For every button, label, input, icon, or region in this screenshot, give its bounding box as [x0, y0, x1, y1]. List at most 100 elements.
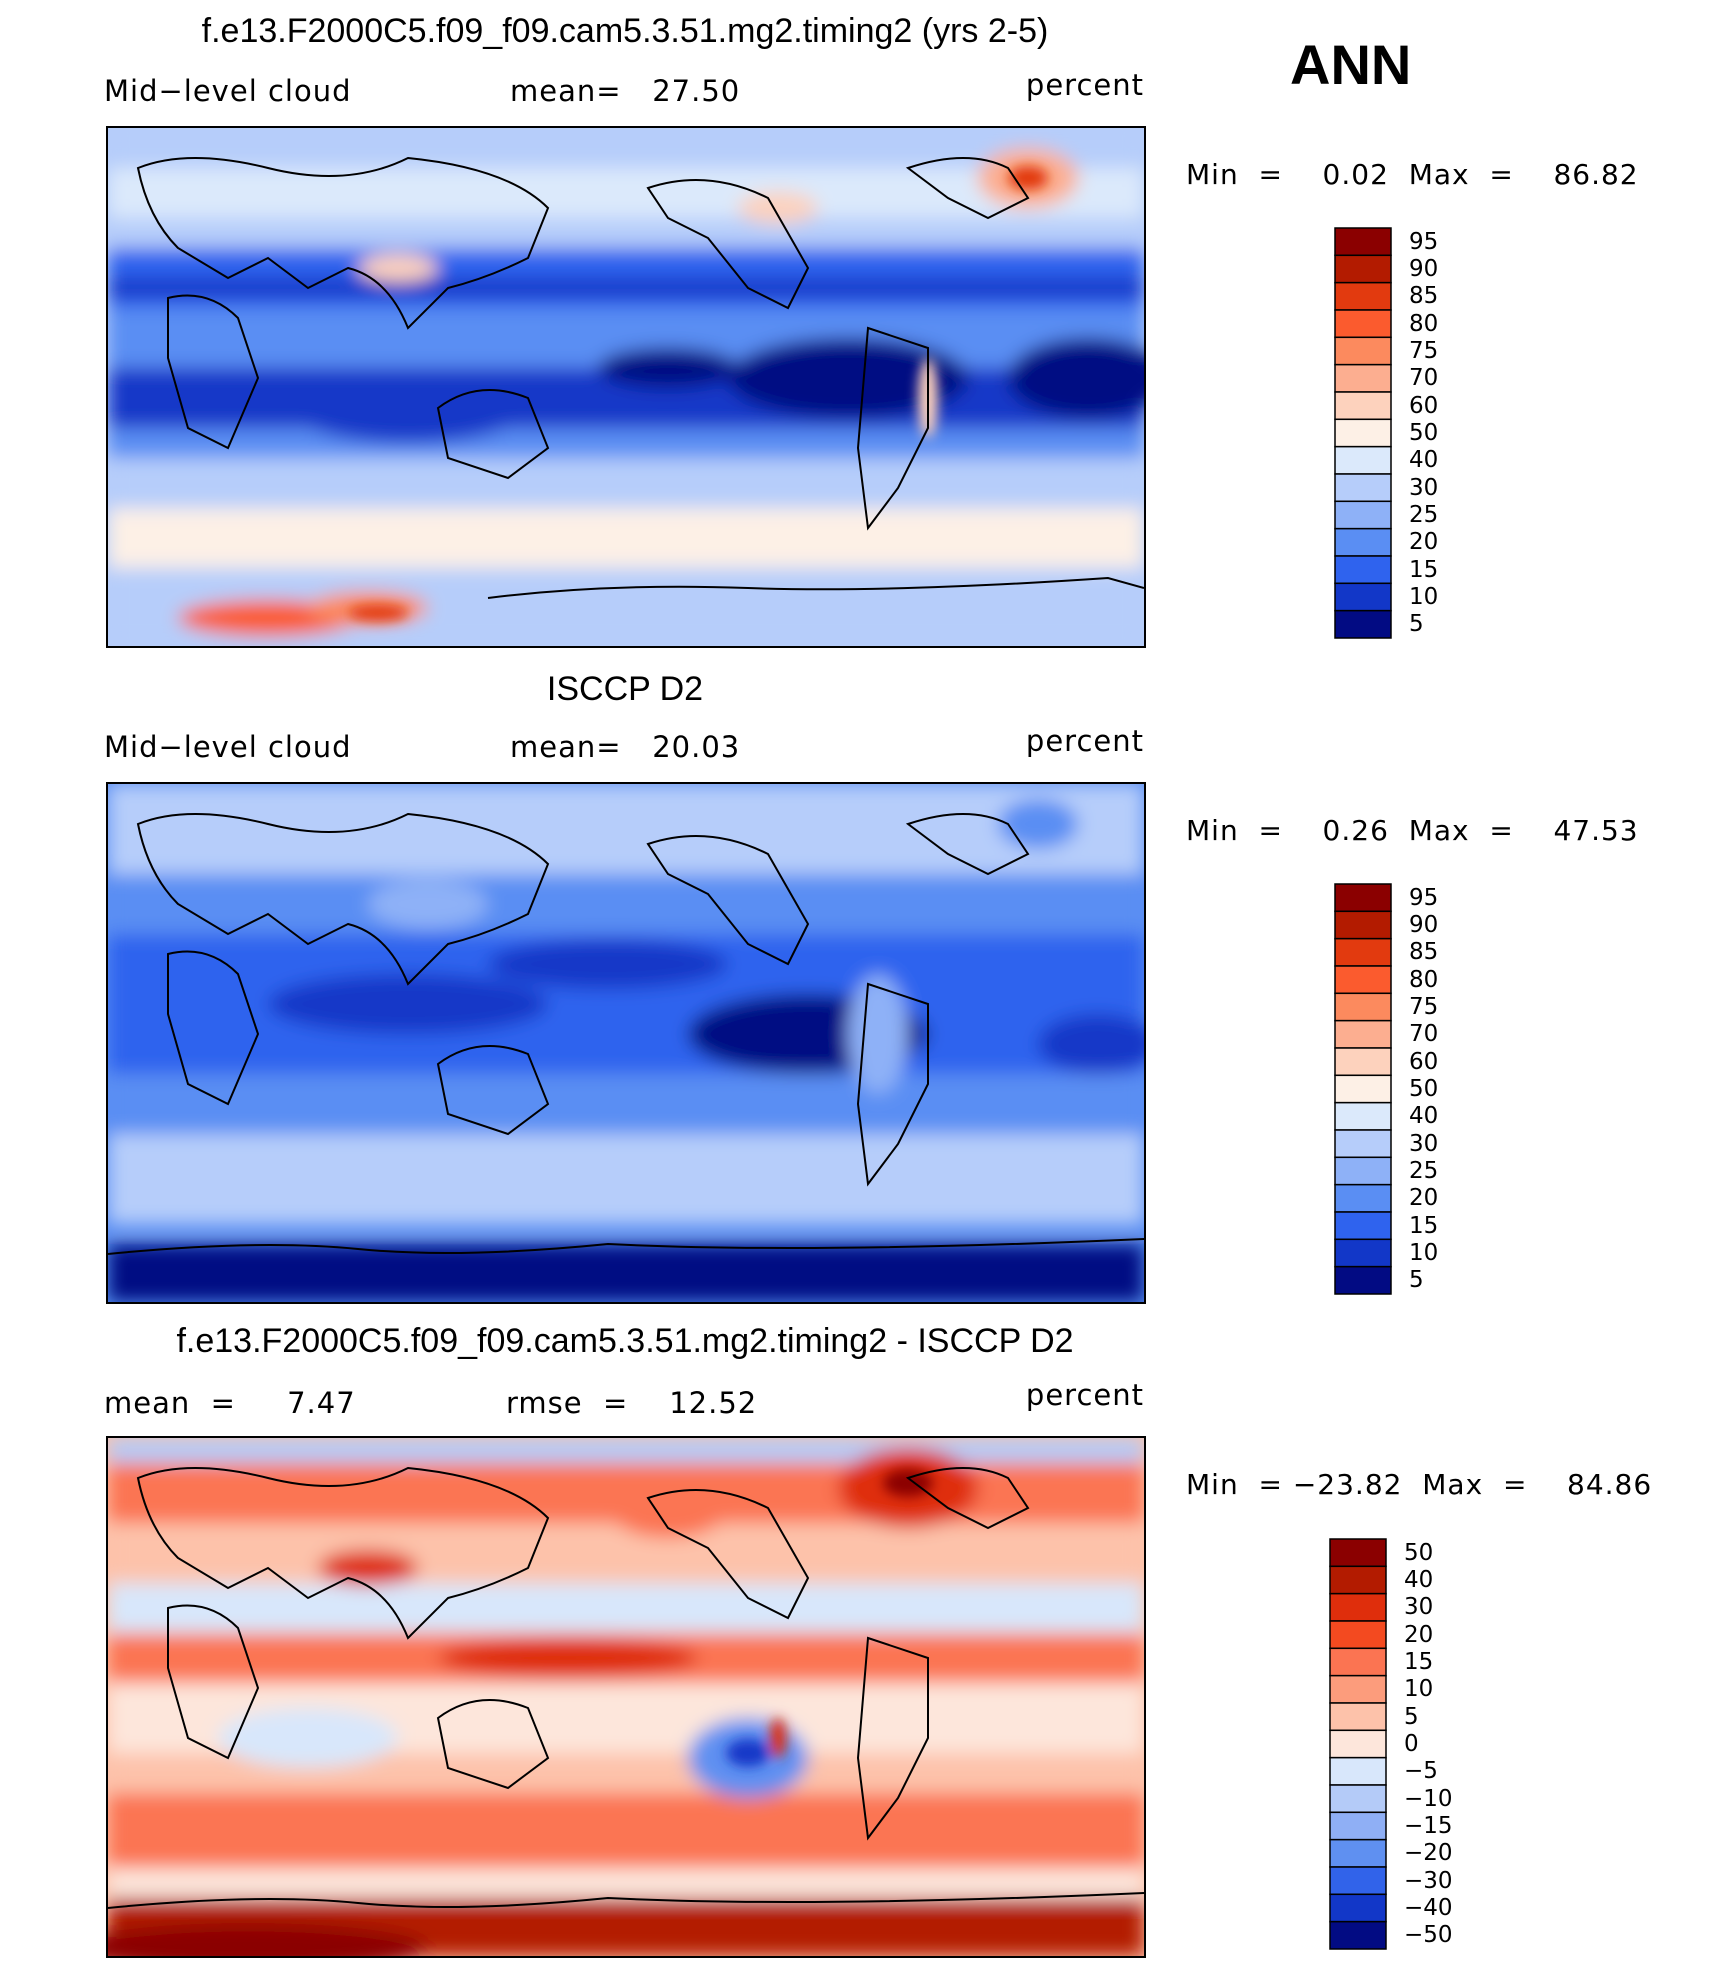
colorbar-1-box-12	[1334, 555, 1392, 585]
colorbar-2-box-11	[1334, 1183, 1392, 1213]
panel-3-field	[108, 1438, 1144, 1956]
colorbar-3-box-2	[1329, 1592, 1387, 1622]
colorbar-1-label-11: 20	[1409, 529, 1439, 556]
colorbar-2-label-11: 20	[1409, 1185, 1439, 1212]
colorbar-2-label-7: 50	[1409, 1076, 1439, 1102]
colorbar-2-box-6	[1334, 1047, 1392, 1077]
colorbar-2-box-0	[1334, 883, 1392, 913]
colorbar-2-label-12: 15	[1409, 1212, 1439, 1239]
panel-1-colorbar	[1334, 227, 1392, 639]
colorbar-3-label-14: −50	[1404, 1922, 1453, 1949]
colorbar-2-box-10	[1334, 1156, 1392, 1186]
colorbar-3-box-3	[1329, 1620, 1387, 1650]
colorbar-1-label-9: 30	[1409, 474, 1439, 501]
colorbar-3-box-9	[1329, 1784, 1387, 1814]
panel-2-variable: Mid−level cloud	[104, 730, 352, 764]
colorbar-3-label-8: −5	[1404, 1758, 1438, 1785]
colorbar-3-box-7	[1329, 1729, 1387, 1759]
colorbar-1-box-5	[1334, 363, 1392, 393]
colorbar-2-label-14: 5	[1409, 1267, 1424, 1294]
panel-3-title: f.e13.F2000C5.f09_f09.cam5.3.51.mg2.timi…	[176, 1322, 1074, 1360]
panel-3-colorbar-labels: 50 40 30 20 15 10 5 0 −5 −10 −15 −20 −30 −40 −50	[1404, 1538, 1484, 1948]
colorbar-2-box-9	[1334, 1129, 1392, 1159]
colorbar-3-box-8	[1329, 1756, 1387, 1786]
panel-1-map	[106, 126, 1146, 648]
panel-2-minmax: Min = 0.26 Max = 47.53	[1186, 814, 1639, 847]
colorbar-3-label-0: 50	[1404, 1539, 1434, 1566]
colorbar-3-label-3: 20	[1404, 1621, 1434, 1648]
colorbar-1-box-8	[1334, 445, 1392, 475]
colorbar-2-label-5: 70	[1409, 1021, 1439, 1048]
colorbar-2-label-13: 10	[1409, 1240, 1439, 1266]
colorbar-3-label-6: 5	[1404, 1703, 1419, 1730]
colorbar-2-box-2	[1334, 937, 1392, 967]
colorbar-3-label-7: 0	[1404, 1731, 1419, 1757]
panel-1-title: f.e13.F2000C5.f09_f09.cam5.3.51.mg2.timi…	[201, 12, 1049, 50]
panel-1-units: percent	[1025, 68, 1144, 102]
panel-3-minmax: Min = −23.82 Max = 84.86	[1186, 1468, 1653, 1501]
colorbar-1-label-4: 75	[1409, 338, 1439, 364]
colorbar-1-label-13: 10	[1409, 584, 1439, 610]
panel-2-colorbar-labels: 95 90 85 80 75 70 60 50 40 30 25 20 15 10 5	[1409, 883, 1489, 1293]
colorbar-3-label-1: 40	[1404, 1567, 1434, 1593]
colorbar-1-label-7: 50	[1409, 420, 1439, 446]
panel-1-minmax: Min = 0.02 Max = 86.82	[1186, 158, 1639, 191]
colorbar-2-box-1	[1334, 910, 1392, 940]
colorbar-3-box-1	[1329, 1565, 1387, 1595]
colorbar-3-label-9: −10	[1404, 1785, 1453, 1812]
colorbar-1-box-9	[1334, 473, 1392, 503]
colorbar-1-label-12: 15	[1409, 556, 1439, 583]
panel-1-mean: mean= 27.50	[510, 74, 741, 108]
colorbar-1-box-7	[1334, 418, 1392, 448]
colorbar-1-box-10	[1334, 500, 1392, 530]
colorbar-1-box-6	[1334, 391, 1392, 421]
colorbar-3-label-13: −40	[1404, 1895, 1453, 1921]
season-label: ANN	[1290, 33, 1412, 96]
colorbar-3-box-10	[1329, 1811, 1387, 1841]
colorbar-3-label-10: −15	[1404, 1813, 1453, 1839]
colorbar-1-label-14: 5	[1409, 611, 1424, 638]
colorbar-1-label-6: 60	[1409, 392, 1439, 419]
colorbar-3-label-12: −30	[1404, 1867, 1453, 1894]
colorbar-1-label-3: 80	[1409, 310, 1439, 337]
colorbar-1-box-4	[1334, 336, 1392, 366]
panel-3-map	[106, 1436, 1146, 1958]
colorbar-2-box-8	[1334, 1101, 1392, 1131]
colorbar-3-box-5	[1329, 1674, 1387, 1704]
colorbar-2-label-4: 75	[1409, 994, 1439, 1020]
colorbar-2-label-2: 85	[1409, 939, 1439, 966]
colorbar-1-label-0: 95	[1409, 228, 1439, 255]
panel-1-colorbar-labels: 95 90 85 80 75 70 60 50 40 30 25 20 15 10 5	[1409, 227, 1489, 637]
panel-2-map	[106, 782, 1146, 1304]
colorbar-1-box-13	[1334, 582, 1392, 612]
colorbar-3-box-14	[1329, 1920, 1387, 1950]
panel-3-rmse: rmse = 12.52	[506, 1386, 758, 1420]
colorbar-3-box-11	[1329, 1838, 1387, 1868]
colorbar-1-box-2	[1334, 281, 1392, 311]
colorbar-3-box-0	[1329, 1538, 1387, 1568]
panel-1-field	[108, 128, 1144, 646]
colorbar-1-label-10: 25	[1409, 502, 1439, 528]
panel-3-units: percent	[1025, 1378, 1144, 1412]
panel-3-mean: mean = 7.47	[104, 1386, 356, 1420]
colorbar-2-label-6: 60	[1409, 1048, 1439, 1075]
colorbar-1-box-1	[1334, 254, 1392, 284]
panel-2-mean: mean= 20.03	[510, 730, 741, 764]
colorbar-2-box-12	[1334, 1211, 1392, 1241]
colorbar-2-label-8: 40	[1409, 1103, 1439, 1130]
colorbar-2-label-3: 80	[1409, 966, 1439, 993]
colorbar-2-label-1: 90	[1409, 912, 1439, 938]
colorbar-2-box-3	[1334, 965, 1392, 995]
colorbar-3-box-13	[1329, 1893, 1387, 1923]
colorbar-1-label-5: 70	[1409, 365, 1439, 392]
colorbar-1-label-2: 85	[1409, 283, 1439, 310]
colorbar-2-box-7	[1334, 1074, 1392, 1104]
colorbar-1-label-1: 90	[1409, 256, 1439, 282]
panel-2-field	[108, 784, 1144, 1302]
colorbar-3-label-5: 10	[1404, 1676, 1434, 1703]
colorbar-1-box-3	[1334, 309, 1392, 339]
colorbar-3-box-4	[1329, 1647, 1387, 1677]
colorbar-3-label-4: 15	[1404, 1649, 1434, 1675]
panel-2-colorbar	[1334, 883, 1392, 1295]
colorbar-2-box-5	[1334, 1019, 1392, 1049]
